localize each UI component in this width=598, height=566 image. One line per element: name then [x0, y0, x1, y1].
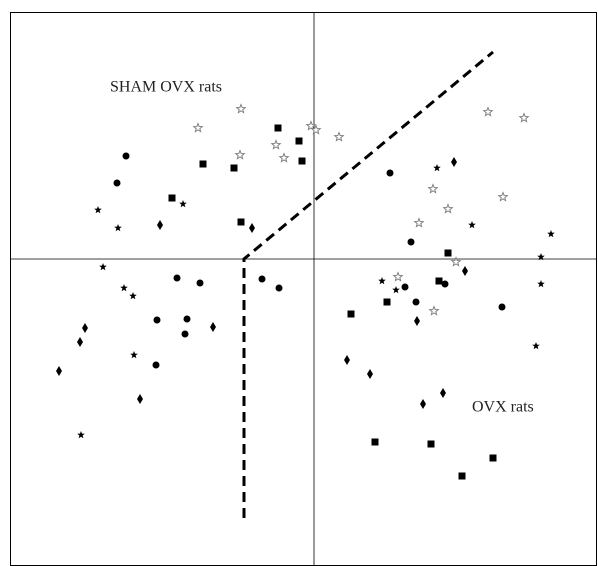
- point: [230, 164, 238, 172]
- point: [196, 279, 204, 287]
- point: [179, 200, 187, 208]
- point: [392, 286, 400, 294]
- point: [427, 183, 439, 194]
- point: [122, 152, 130, 160]
- point: [537, 253, 545, 261]
- point: [130, 351, 138, 359]
- point: [237, 218, 245, 226]
- point: [77, 431, 85, 439]
- point: [173, 274, 181, 282]
- point: [82, 323, 88, 333]
- point: [482, 106, 494, 117]
- point: [168, 194, 176, 202]
- point: [157, 220, 163, 230]
- point: [298, 157, 306, 165]
- point: [153, 316, 161, 324]
- point: [210, 322, 216, 332]
- point: [532, 342, 540, 350]
- point: [462, 266, 468, 276]
- point: [152, 361, 160, 369]
- point: [270, 139, 282, 150]
- point: [537, 280, 545, 288]
- point: [420, 399, 426, 409]
- point: [383, 298, 391, 306]
- point: [278, 152, 290, 163]
- point: [413, 217, 425, 228]
- group-label: OVX rats: [472, 399, 534, 416]
- point: [234, 149, 246, 160]
- point: [129, 292, 137, 300]
- point: [433, 164, 441, 172]
- point: [367, 369, 373, 379]
- point: [137, 394, 143, 404]
- plot-frame: [10, 12, 597, 566]
- point: [497, 191, 509, 202]
- point: [199, 160, 207, 168]
- point: [547, 230, 555, 238]
- point: [518, 112, 530, 123]
- point: [275, 284, 283, 292]
- point: [435, 277, 443, 285]
- point: [392, 271, 404, 282]
- point: [440, 388, 446, 398]
- point: [99, 263, 107, 271]
- point: [498, 303, 506, 311]
- point: [344, 355, 350, 365]
- point: [310, 124, 322, 135]
- point: [258, 275, 266, 283]
- point: [235, 103, 247, 114]
- point: [489, 454, 497, 462]
- point: [113, 179, 121, 187]
- point: [451, 157, 457, 167]
- point: [428, 305, 440, 316]
- point: [450, 256, 462, 267]
- point: [468, 221, 476, 229]
- point: [386, 169, 394, 177]
- point: [401, 283, 409, 291]
- point: [249, 223, 255, 233]
- point: [295, 137, 303, 145]
- point: [442, 203, 454, 214]
- point: [427, 440, 435, 448]
- point: [347, 310, 355, 318]
- point: [183, 315, 191, 323]
- point: [378, 277, 386, 285]
- separator-line: [242, 50, 494, 518]
- point: [181, 330, 189, 338]
- point: [333, 131, 345, 142]
- point: [441, 280, 449, 288]
- point: [305, 120, 317, 131]
- point: [77, 337, 83, 347]
- point: [56, 366, 62, 376]
- point: [371, 438, 379, 446]
- point: [94, 206, 102, 214]
- point: [444, 249, 452, 257]
- point: [414, 316, 420, 326]
- group-label: SHAM OVX rats: [110, 79, 222, 96]
- point: [114, 224, 122, 232]
- point: [412, 298, 420, 306]
- point: [120, 284, 128, 292]
- point: [458, 472, 466, 480]
- point: [192, 122, 204, 133]
- point: [407, 238, 415, 246]
- point: [274, 124, 282, 132]
